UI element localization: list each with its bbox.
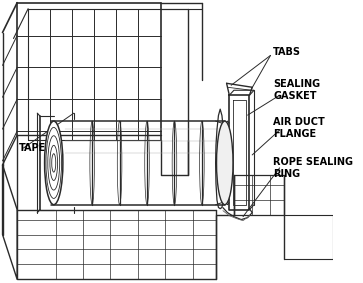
- Text: ROPE SEALING
RING: ROPE SEALING RING: [273, 157, 353, 179]
- Text: TABS: TABS: [273, 48, 301, 57]
- Text: SEALING
GASKET: SEALING GASKET: [273, 80, 321, 101]
- Text: AIR DUCT
FLANGE: AIR DUCT FLANGE: [273, 117, 325, 139]
- Ellipse shape: [45, 121, 63, 205]
- Text: TAPE: TAPE: [19, 143, 46, 153]
- Ellipse shape: [217, 121, 233, 205]
